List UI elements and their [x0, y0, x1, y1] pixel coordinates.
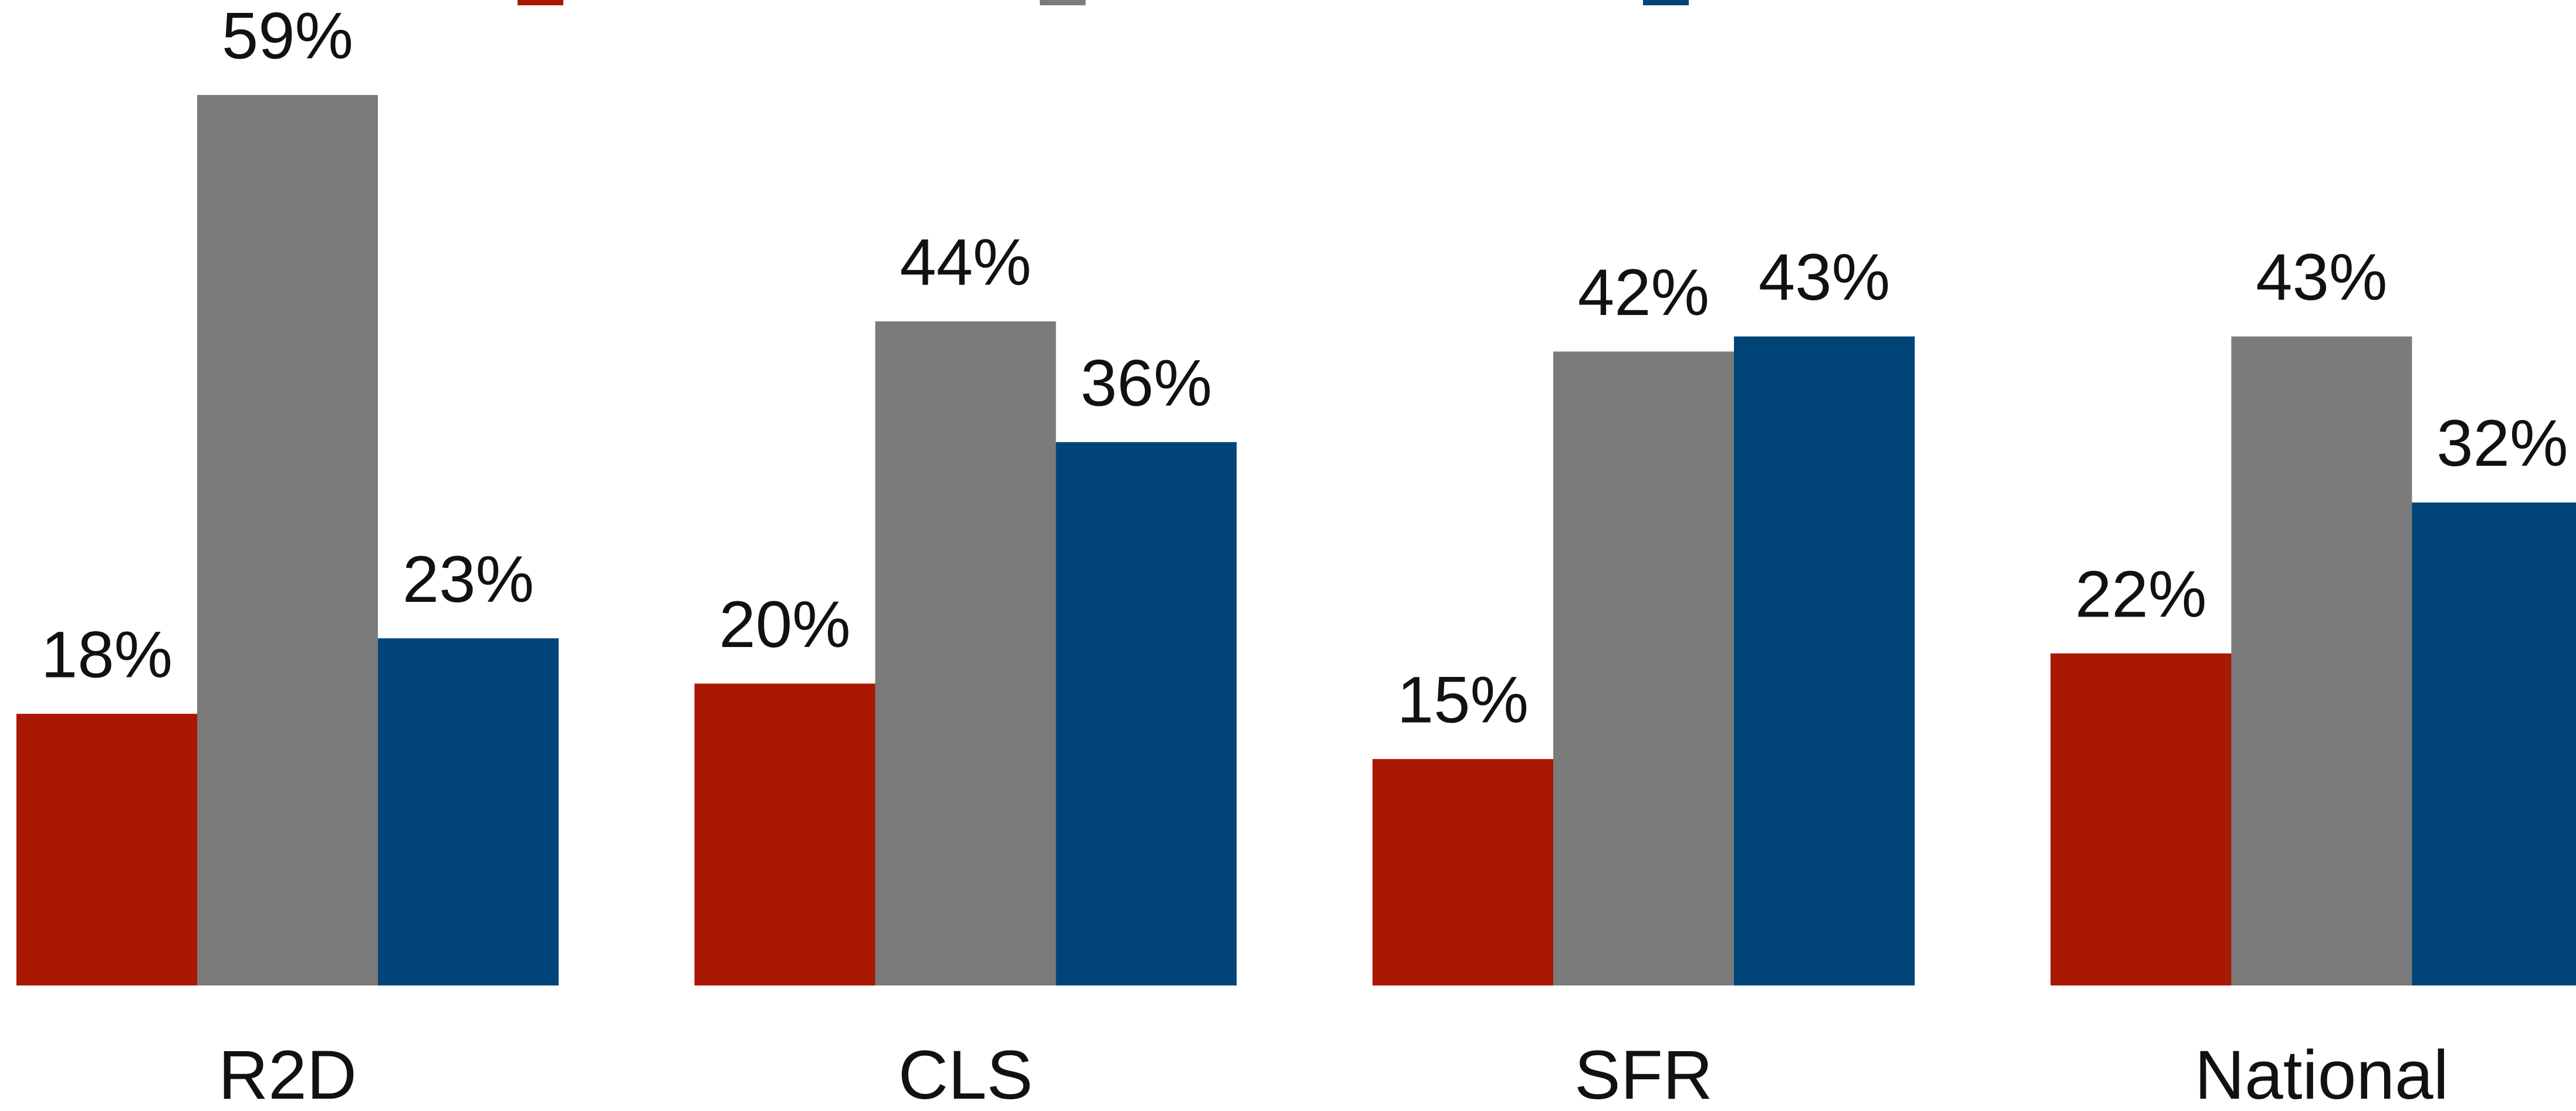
- x-tick-label: National: [2195, 1037, 2449, 1111]
- data-label: 18%: [41, 618, 173, 691]
- legend-swatch: [1040, 0, 1086, 5]
- data-label: 42%: [1578, 256, 1709, 329]
- data-label: 44%: [900, 225, 1031, 299]
- bar: [875, 321, 1056, 985]
- data-label: 20%: [719, 588, 850, 661]
- data-label: 36%: [1080, 346, 1212, 419]
- bar: [1734, 336, 1915, 985]
- bar: [2412, 502, 2576, 985]
- bar: [16, 713, 197, 985]
- data-label: 15%: [1397, 663, 1529, 737]
- x-tick-label: SFR: [1574, 1037, 1713, 1111]
- bar: [694, 683, 875, 985]
- data-label: 32%: [2436, 407, 2568, 480]
- bar: [197, 94, 378, 985]
- data-label: 59%: [222, 0, 353, 72]
- bar: [1056, 442, 1237, 985]
- legend-swatch: [518, 0, 563, 5]
- data-label: 43%: [1759, 241, 1890, 314]
- bar: [378, 638, 559, 985]
- data-label: 22%: [2075, 558, 2206, 631]
- bar: [2231, 336, 2412, 985]
- bar: [1553, 351, 1734, 986]
- data-label: 23%: [403, 543, 534, 616]
- bar: [1372, 759, 1553, 985]
- legend-swatch: [1643, 0, 1689, 5]
- x-tick-label: R2D: [218, 1037, 357, 1111]
- data-label: 43%: [2256, 241, 2387, 314]
- bar: [2050, 653, 2232, 985]
- x-tick-label: CLS: [898, 1037, 1033, 1111]
